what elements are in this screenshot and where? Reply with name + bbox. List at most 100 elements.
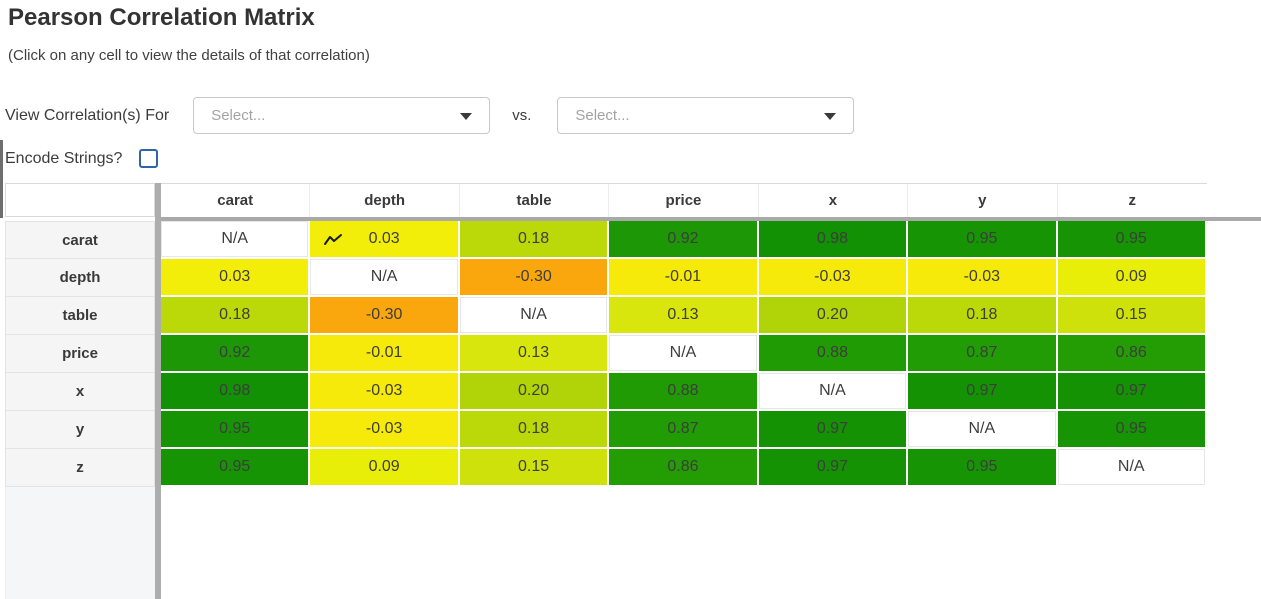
matrix-cell-y-carat[interactable]: 0.95 [161, 411, 311, 449]
page-subtitle: (Click on any cell to view the details o… [8, 47, 370, 64]
correlation-dropdown-2[interactable]: Select... [557, 97, 855, 134]
matrix-cell-y-z[interactable]: 0.95 [1057, 411, 1207, 449]
matrix-cell-x-table[interactable]: 0.20 [459, 373, 610, 411]
matrix-row-y: 0.95 -0.03 0.18 0.87 0.97 N/A 0.95 [161, 411, 1207, 449]
matrix-cell-value: N/A [968, 420, 996, 437]
matrix-cell-value: -0.30 [365, 306, 403, 323]
encode-strings-checkbox[interactable] [139, 149, 159, 168]
matrix-cell-carat-x[interactable]: 0.98 [758, 221, 909, 259]
matrix-cell-z-price[interactable]: 0.86 [609, 449, 759, 487]
encode-strings-label: Encode Strings? [5, 149, 123, 167]
matrix-cell-value: 0.98 [816, 230, 848, 247]
matrix-cell-value: 0.97 [816, 420, 848, 437]
matrix-cell-x-z[interactable]: 0.97 [1057, 373, 1207, 411]
matrix-cell-carat-z[interactable]: 0.95 [1057, 221, 1207, 259]
matrix-cell-carat-table[interactable]: 0.18 [459, 221, 610, 259]
matrix-cell-z-table[interactable]: 0.15 [459, 449, 610, 487]
correlation-table: N/A 0.03 0.18 0.92 0.98 0.95 0.95 0.03 N/A -0.30 -… [161, 221, 1207, 487]
column-headers: carat depth table price x y z [161, 183, 1207, 217]
row-header-table: table [5, 297, 155, 335]
matrix-corner-cell [5, 183, 155, 217]
matrix-cell-table-carat[interactable]: 0.18 [161, 297, 311, 335]
row-header-column-filler [5, 487, 156, 599]
matrix-cell-x-depth[interactable]: -0.03 [310, 373, 460, 411]
matrix-cell-z-x[interactable]: 0.97 [758, 449, 909, 487]
matrix-cell-value: 0.95 [1115, 230, 1147, 247]
matrix-cell-y-y[interactable]: N/A [908, 411, 1058, 449]
matrix-cell-table-price[interactable]: 0.13 [609, 297, 759, 335]
matrix-cell-depth-depth[interactable]: N/A [310, 259, 460, 297]
matrix-cell-value: 0.95 [219, 420, 251, 437]
matrix-cell-depth-carat[interactable]: 0.03 [161, 259, 311, 297]
matrix-cell-z-y[interactable]: 0.95 [908, 449, 1058, 487]
matrix-cell-carat-y[interactable]: 0.95 [908, 221, 1058, 259]
matrix-cell-value: 0.20 [816, 306, 848, 323]
matrix-cell-table-x[interactable]: 0.20 [758, 297, 909, 335]
matrix-cell-value: -0.03 [365, 420, 403, 437]
matrix-cell-depth-z[interactable]: 0.09 [1057, 259, 1207, 297]
matrix-cell-value: N/A [669, 344, 697, 361]
matrix-cell-table-y[interactable]: 0.18 [908, 297, 1058, 335]
matrix-cell-value: N/A [370, 268, 398, 285]
matrix-cell-price-carat[interactable]: 0.92 [161, 335, 311, 373]
view-correlations-label: View Correlation(s) For [5, 106, 170, 124]
matrix-cell-price-y[interactable]: 0.87 [908, 335, 1058, 373]
column-header-y: y [908, 184, 1058, 217]
matrix-cell-depth-table[interactable]: -0.30 [459, 259, 610, 297]
matrix-cell-depth-x[interactable]: -0.03 [758, 259, 909, 297]
matrix-cell-table-depth[interactable]: -0.30 [310, 297, 460, 335]
matrix-cell-depth-y[interactable]: -0.03 [908, 259, 1058, 297]
matrix-cell-value: 0.88 [667, 382, 699, 399]
matrix-cell-price-table[interactable]: 0.13 [459, 335, 610, 373]
matrix-cell-depth-price[interactable]: -0.01 [609, 259, 759, 297]
matrix-cell-z-depth[interactable]: 0.09 [310, 449, 460, 487]
matrix-cell-value: -0.03 [814, 268, 851, 285]
matrix-cell-carat-carat[interactable]: N/A [161, 221, 311, 259]
matrix-cell-value: N/A [221, 230, 249, 247]
row-header-depth: depth [5, 259, 155, 297]
matrix-cell-value: 0.03 [219, 268, 251, 285]
matrix-cell-y-depth[interactable]: -0.03 [310, 411, 460, 449]
matrix-cell-price-price[interactable]: N/A [609, 335, 759, 373]
matrix-cell-value: N/A [1117, 458, 1145, 475]
matrix-cell-x-x[interactable]: N/A [758, 373, 909, 411]
matrix-cell-x-carat[interactable]: 0.98 [161, 373, 311, 411]
encode-strings-row: Encode Strings? [5, 149, 159, 168]
matrix-cell-value: 0.86 [667, 458, 699, 475]
matrix-cell-value: N/A [819, 382, 846, 399]
matrix-cell-carat-price[interactable]: 0.92 [609, 221, 759, 259]
vertical-scrollbar-thumb[interactable] [0, 140, 3, 218]
matrix-cell-table-z[interactable]: 0.15 [1057, 297, 1207, 335]
matrix-cell-value: 0.97 [816, 458, 848, 475]
matrix-cell-y-x[interactable]: 0.97 [758, 411, 909, 449]
matrix-cell-value: 0.18 [219, 306, 251, 323]
matrix-row-z: 0.95 0.09 0.15 0.86 0.97 0.95 N/A [161, 449, 1207, 487]
matrix-cell-value: -0.01 [365, 344, 403, 361]
matrix-cell-z-carat[interactable]: 0.95 [161, 449, 311, 487]
matrix-cell-value: 0.18 [517, 420, 550, 437]
table-vertical-scrollbar[interactable] [155, 183, 161, 599]
matrix-cell-price-z[interactable]: 0.86 [1057, 335, 1207, 373]
matrix-cell-value: 0.88 [816, 344, 848, 361]
matrix-cell-price-depth[interactable]: -0.01 [310, 335, 460, 373]
matrix-cell-table-table[interactable]: N/A [459, 297, 610, 335]
matrix-cell-value: -0.30 [515, 268, 552, 285]
column-header-x: x [758, 184, 909, 217]
dropdown-2-placeholder: Select... [575, 107, 630, 124]
correlation-dropdown-1[interactable]: Select... [193, 97, 491, 134]
matrix-cell-value: 0.95 [966, 458, 998, 475]
matrix-cell-carat-depth[interactable]: 0.03 [310, 221, 460, 259]
matrix-cell-y-price[interactable]: 0.87 [609, 411, 759, 449]
matrix-cell-value: 0.95 [219, 458, 251, 475]
matrix-cell-value: -0.03 [963, 268, 1001, 285]
matrix-cell-y-table[interactable]: 0.18 [459, 411, 610, 449]
matrix-cell-value: 0.92 [219, 344, 251, 361]
matrix-cell-price-x[interactable]: 0.88 [758, 335, 909, 373]
header-underline [155, 217, 1261, 221]
matrix-cell-x-price[interactable]: 0.88 [609, 373, 759, 411]
chevron-down-icon [460, 113, 473, 120]
matrix-row-carat: N/A 0.03 0.18 0.92 0.98 0.95 0.95 [161, 221, 1207, 259]
matrix-cell-z-z[interactable]: N/A [1057, 449, 1207, 487]
matrix-cell-x-y[interactable]: 0.97 [908, 373, 1058, 411]
page-title: Pearson Correlation Matrix [8, 4, 315, 31]
